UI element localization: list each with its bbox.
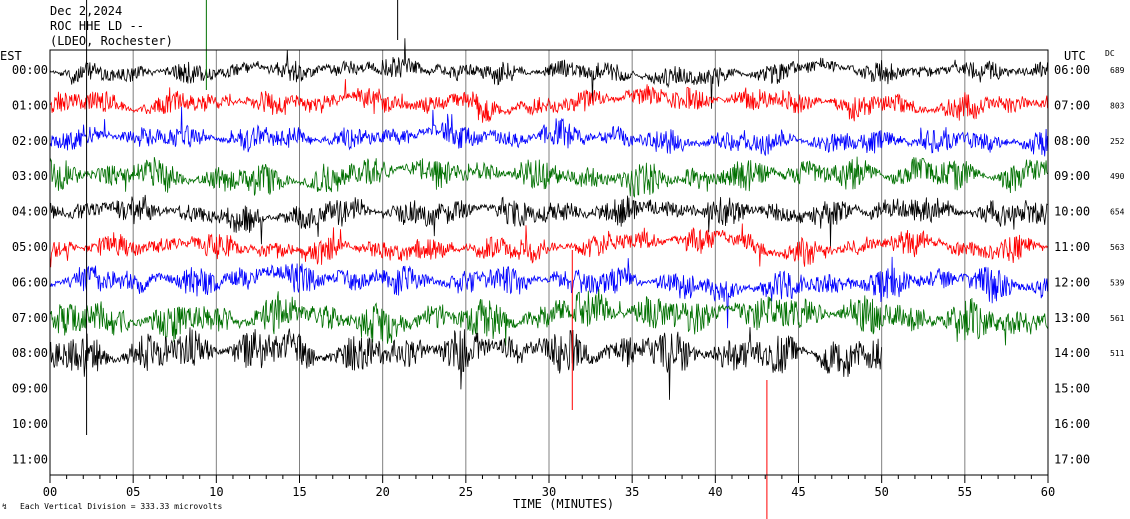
utc-row-label: 15:00: [1054, 382, 1090, 396]
seismic-trace: [49, 156, 1048, 198]
utc-row-label: 10:00: [1054, 205, 1090, 219]
left-timezone-label: EST: [0, 49, 22, 63]
x-tick-label: 20: [375, 485, 389, 499]
dc-value: 511: [1110, 349, 1125, 358]
est-row-label: 05:00: [12, 240, 48, 254]
x-tick-label: 50: [874, 485, 888, 499]
utc-row-label: 16:00: [1054, 417, 1090, 431]
x-axis-label: TIME (MINUTES): [513, 497, 614, 511]
row-labels: 00:00 06:00 01:00 07:00 02:00 08:00 03:00 09:00…: [12, 63, 1125, 466]
utc-row-label: 17:00: [1054, 452, 1090, 466]
utc-row-label: 14:00: [1054, 346, 1090, 360]
utc-row-label: 08:00: [1054, 134, 1090, 148]
scale-icon: ↯: [2, 502, 7, 511]
est-row-label: 09:00: [12, 382, 48, 396]
x-tick-label: 10: [209, 485, 223, 499]
dc-value: 803: [1110, 101, 1125, 110]
x-tick-label: 30: [542, 485, 556, 499]
seismic-trace: [49, 327, 882, 400]
x-tick-label: 45: [791, 485, 805, 499]
utc-row-label: 09:00: [1054, 169, 1090, 183]
dc-value: 252: [1110, 137, 1125, 146]
seismic-trace: [49, 223, 1048, 268]
minute-gridlines: [132, 50, 966, 475]
right-timezone-label: UTC: [1064, 49, 1086, 63]
dc-value: 490: [1110, 172, 1125, 181]
est-row-label: 00:00: [12, 63, 48, 77]
x-tick-label: 40: [708, 485, 722, 499]
dc-value: 654: [1110, 208, 1125, 217]
utc-row-label: 06:00: [1054, 63, 1090, 77]
est-row-label: 10:00: [12, 417, 48, 431]
seismic-trace: [49, 106, 1048, 157]
x-tick-label: 05: [126, 485, 140, 499]
chart-station: ROC HHE LD --: [50, 19, 144, 33]
dc-value: 563: [1110, 243, 1125, 252]
dc-value: 689: [1110, 66, 1125, 75]
dc-value: 561: [1110, 314, 1125, 323]
x-tick-label: 25: [459, 485, 473, 499]
scale-footer: Each Vertical Division = 333.33 microvol…: [20, 502, 222, 511]
est-row-label: 11:00: [12, 452, 48, 466]
seismic-trace: [49, 38, 1048, 109]
dc-header: DC: [1105, 49, 1115, 58]
seismic-trace: [49, 288, 1048, 346]
x-tick-label: 15: [292, 485, 306, 499]
seismic-trace: [49, 256, 1048, 329]
est-row-label: 06:00: [12, 275, 48, 289]
x-tick-label: 00: [43, 485, 57, 499]
x-tick-label: 35: [625, 485, 639, 499]
utc-row-label: 13:00: [1054, 311, 1090, 325]
seismic-trace: [49, 79, 1048, 123]
dc-value: 539: [1110, 278, 1125, 287]
utc-row-label: 12:00: [1054, 275, 1090, 289]
chart-network: (LDEO, Rochester): [50, 34, 173, 48]
seismic-traces: [49, 0, 1048, 519]
est-row-label: 04:00: [12, 205, 48, 219]
est-row-label: 07:00: [12, 311, 48, 325]
est-row-label: 02:00: [12, 134, 48, 148]
utc-row-label: 07:00: [1054, 98, 1090, 112]
est-row-label: 01:00: [12, 98, 48, 112]
est-row-label: 08:00: [12, 346, 48, 360]
x-axis-ticks: 00 05 10 15 20 25 30 35 40 45 50 55 60: [43, 475, 1055, 499]
x-tick-label: 60: [1041, 485, 1055, 499]
x-tick-label: 55: [958, 485, 972, 499]
seismic-trace: [49, 194, 1048, 247]
utc-row-label: 11:00: [1054, 240, 1090, 254]
est-row-label: 03:00: [12, 169, 48, 183]
